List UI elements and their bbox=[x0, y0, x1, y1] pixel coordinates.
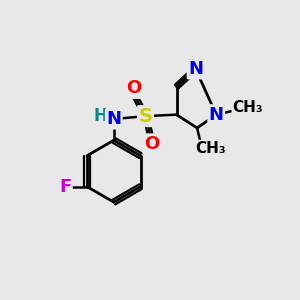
Text: O: O bbox=[126, 80, 141, 98]
Text: N: N bbox=[188, 60, 203, 78]
Text: O: O bbox=[144, 135, 159, 153]
Text: S: S bbox=[139, 106, 153, 126]
Text: CH₃: CH₃ bbox=[233, 100, 263, 116]
Text: N: N bbox=[209, 106, 224, 124]
Text: CH₃: CH₃ bbox=[195, 141, 226, 156]
Text: H: H bbox=[94, 106, 108, 124]
Text: N: N bbox=[106, 110, 121, 128]
Text: F: F bbox=[59, 178, 71, 196]
